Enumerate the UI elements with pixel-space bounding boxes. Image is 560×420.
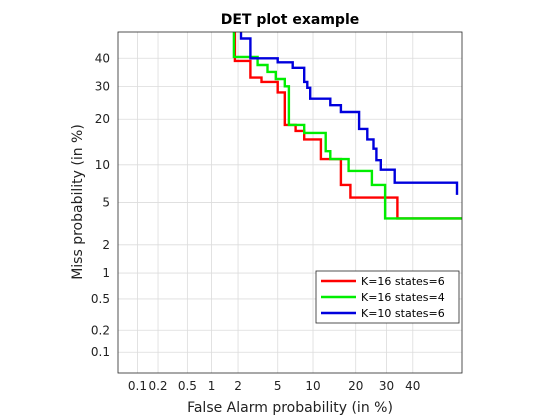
x-tick-label: 0.1 [128,379,147,393]
y-axis-label: Miss probability (in %) [70,124,86,280]
y-tick-label: 2 [102,238,110,252]
legend-label: K=16 states=4 [361,291,445,304]
x-tick-label: 30 [379,379,394,393]
legend: K=16 states=6 K=16 states=4 K=10 states=6 [316,271,459,323]
legend-label: K=16 states=6 [361,275,445,288]
x-tick-label: 1 [208,379,216,393]
x-tick-label: 0.5 [178,379,197,393]
series-line-2 [234,32,462,218]
y-tick-label: 1 [102,266,110,280]
x-tick-label: 0.2 [148,379,167,393]
x-tick-label: 5 [274,379,282,393]
x-tick-label: 40 [405,379,420,393]
y-tick-label: 30 [95,79,110,93]
series-line-1 [235,32,462,218]
y-tick-label: 5 [102,195,110,209]
y-tick-label: 10 [95,158,110,172]
x-axis-label: False Alarm probability (in %) [187,400,393,416]
y-tick-label: 20 [95,112,110,126]
x-tick-labels: 0.1 0.2 0.5 1 2 5 10 20 30 40 [128,379,421,393]
y-tick-label: 40 [95,51,110,65]
y-tick-label: 0.2 [91,323,110,337]
chart-title: DET plot example [221,12,360,28]
x-tick-label: 20 [348,379,363,393]
plot-series [234,32,462,218]
legend-label: K=10 states=6 [361,307,445,320]
x-tick-label: 10 [305,379,320,393]
y-tick-label: 0.5 [91,292,110,306]
y-tick-labels: 0.1 0.2 0.5 1 2 5 10 20 30 40 [91,51,110,359]
x-tick-label: 2 [234,379,242,393]
y-tick-label: 0.1 [91,345,110,359]
